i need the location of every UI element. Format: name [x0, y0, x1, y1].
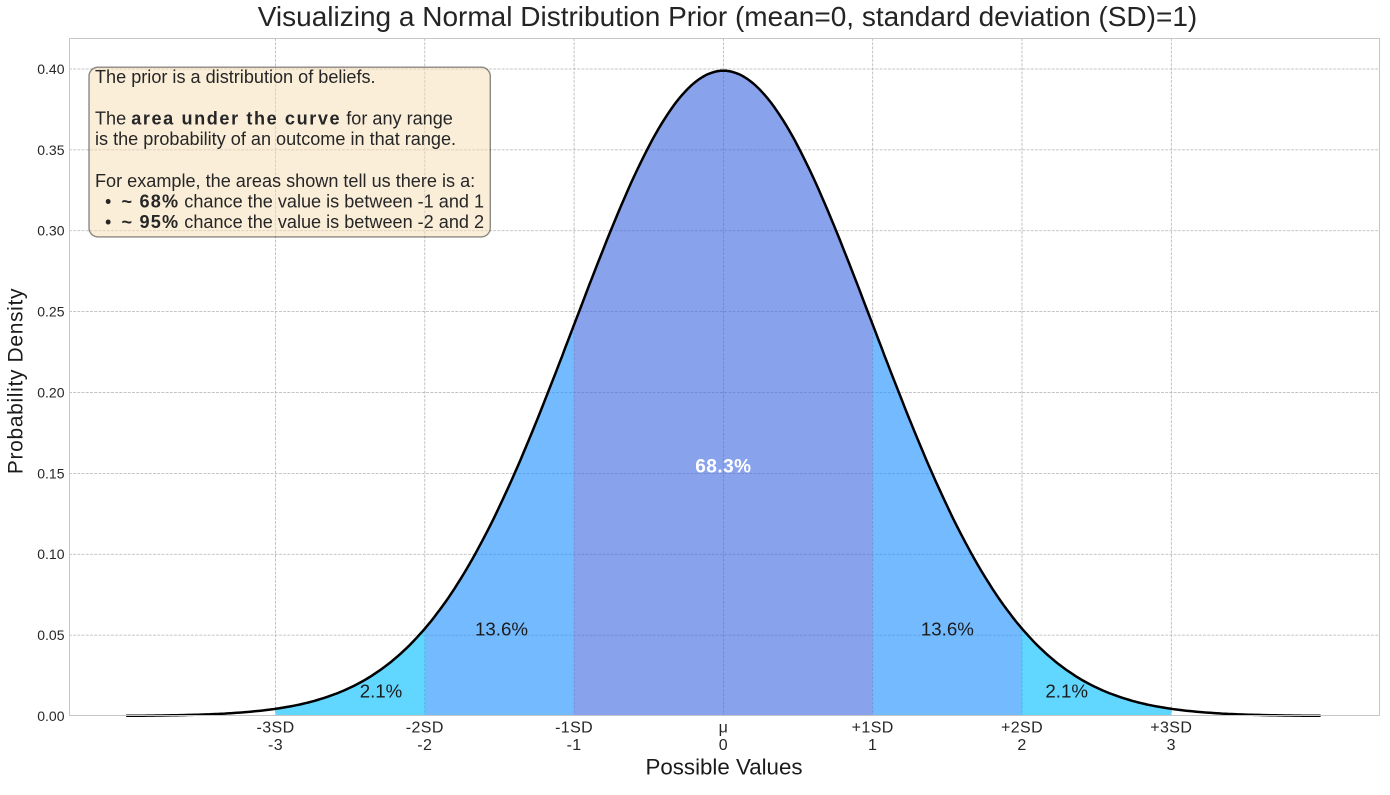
- svg-text:1: 1: [868, 737, 877, 754]
- svg-text:For example, the areas shown t: For example, the areas shown tell us the…: [95, 171, 475, 191]
- svg-text:Probability Density: Probability Density: [5, 288, 28, 474]
- svg-text:+3SD: +3SD: [1150, 719, 1192, 736]
- svg-text:Possible Values: Possible Values: [646, 755, 803, 780]
- svg-text:-3SD: -3SD: [256, 719, 294, 736]
- svg-text:0.00: 0.00: [37, 708, 64, 724]
- svg-text:is the probability of an outco: is the probability of an outcome in that…: [95, 129, 456, 149]
- svg-text:μ: μ: [719, 719, 729, 736]
- svg-text:13.6%: 13.6%: [475, 618, 528, 639]
- svg-text:-2SD: -2SD: [406, 719, 444, 736]
- svg-text:2.1%: 2.1%: [360, 680, 403, 701]
- svg-text:-3: -3: [268, 737, 283, 754]
- svg-text:-1SD: -1SD: [555, 719, 593, 736]
- svg-text:0.05: 0.05: [37, 627, 64, 643]
- svg-text:2.1%: 2.1%: [1045, 680, 1088, 701]
- svg-text:0.25: 0.25: [37, 304, 64, 320]
- svg-text:0.40: 0.40: [37, 61, 64, 77]
- svg-text:3: 3: [1167, 737, 1176, 754]
- svg-text:• ~ 68% chance the value is b: • ~ 68% chance the value is between -1 a…: [95, 192, 484, 212]
- svg-text:68.3%: 68.3%: [695, 457, 751, 478]
- svg-text:0.35: 0.35: [37, 142, 64, 158]
- svg-text:+1SD: +1SD: [852, 719, 894, 736]
- svg-text:0.15: 0.15: [37, 465, 64, 481]
- svg-text:0: 0: [719, 737, 728, 754]
- svg-text:-1: -1: [567, 737, 582, 754]
- svg-text:0.30: 0.30: [37, 223, 64, 239]
- svg-text:13.6%: 13.6%: [921, 618, 974, 639]
- svg-text:-2: -2: [417, 737, 432, 754]
- svg-text:The prior is a distribution of: The prior is a distribution of beliefs.: [95, 67, 376, 87]
- svg-text:+2SD: +2SD: [1001, 719, 1043, 736]
- svg-text:Visualizing a Normal Distribut: Visualizing a Normal Distribution Prior …: [258, 1, 1197, 32]
- svg-text:2: 2: [1017, 737, 1026, 754]
- svg-text:0.20: 0.20: [37, 385, 64, 401]
- svg-text:The area under the curve for a: The area under the curve for any range: [95, 109, 453, 129]
- svg-text:0.10: 0.10: [37, 546, 64, 562]
- svg-text:• ~ 95% chance the value is b: • ~ 95% chance the value is between -2 a…: [95, 212, 484, 232]
